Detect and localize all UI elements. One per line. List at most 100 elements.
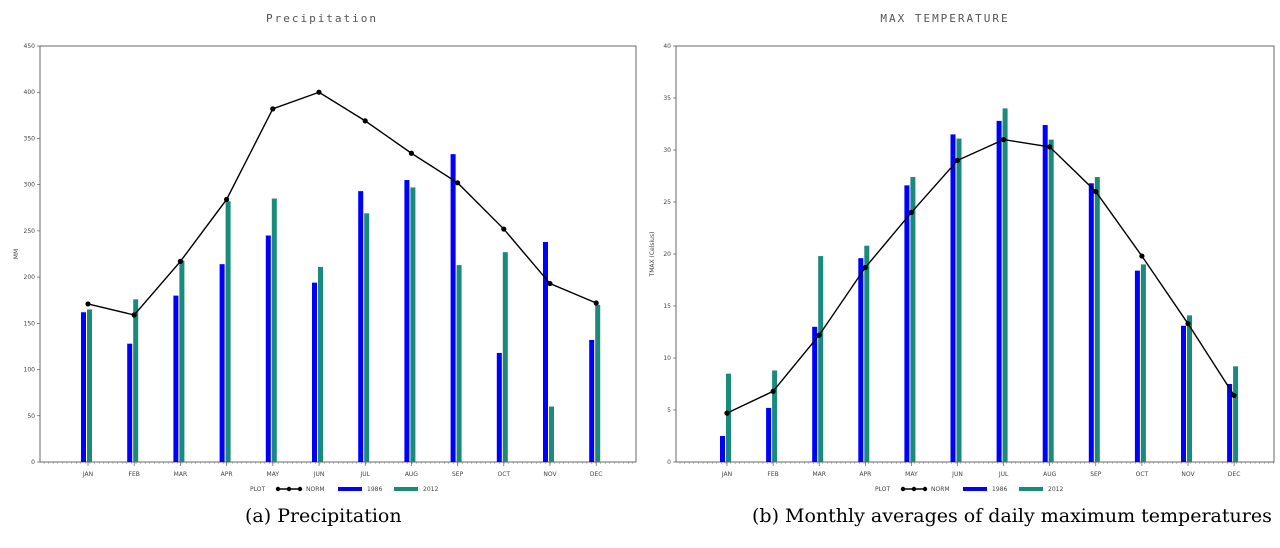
bar-1986 xyxy=(904,185,910,463)
norm-point xyxy=(131,312,137,318)
norm-point xyxy=(1139,253,1145,259)
chart-title: Precipitation xyxy=(266,12,378,25)
y-tick-label: 30 xyxy=(663,147,671,154)
bar-2012 xyxy=(133,299,139,462)
bar-1986 xyxy=(450,154,456,462)
bar-2012 xyxy=(456,265,462,462)
x-tick-label: FEB xyxy=(767,471,778,478)
bar-2012 xyxy=(179,260,185,462)
x-tick-label: MAY xyxy=(905,471,918,478)
bar-1986 xyxy=(219,264,225,462)
y-tick-label: 300 xyxy=(24,182,36,189)
legend-norm-marker xyxy=(911,486,917,492)
x-tick-label: MAR xyxy=(812,471,825,478)
norm-point xyxy=(862,264,868,271)
bar-1986 xyxy=(265,235,271,462)
x-tick-label: SEP xyxy=(1090,471,1102,478)
chart-panel-max-temperature: MAX TEMPERATURE 0 5 10 15 20 25 30 35 40 TMAX (Cel… xyxy=(649,12,1275,493)
norm-point xyxy=(1185,321,1191,327)
bar-2012 xyxy=(502,252,508,462)
bar-2012 xyxy=(595,304,601,462)
bar-1986 xyxy=(1134,270,1140,462)
y-axis-label: TMAX (Celsius) xyxy=(649,232,656,278)
bar-2012 xyxy=(1233,366,1239,462)
legend-label-norm: NORM xyxy=(306,486,325,493)
legend-title: PLOT xyxy=(250,486,265,493)
y-tick-label: 450 xyxy=(24,43,36,50)
legend-norm-marker xyxy=(275,486,281,492)
bar-2012 xyxy=(772,370,778,462)
bar-2012 xyxy=(1187,315,1192,462)
norm-point xyxy=(455,180,461,186)
bar-1986 xyxy=(766,407,772,462)
norm-point xyxy=(501,226,507,232)
bar-1986 xyxy=(358,191,364,463)
bar-1986 xyxy=(950,134,956,462)
norm-point xyxy=(1047,144,1053,150)
norm-point xyxy=(1093,189,1099,195)
norm-point xyxy=(270,106,276,112)
y-tick-label: 350 xyxy=(24,135,36,142)
caption-a: (a) Precipitation xyxy=(245,505,402,527)
x-tick-label: NOV xyxy=(543,471,557,478)
norm-point xyxy=(224,196,230,203)
legend-label-1986: 1986 xyxy=(992,486,1007,493)
norm-line xyxy=(87,91,597,316)
x-tick-label: AUG xyxy=(405,471,418,478)
bar-1986 xyxy=(173,295,179,462)
x-tick-label: FEB xyxy=(129,471,140,478)
norm-point xyxy=(908,209,915,215)
y-tick-label: 0 xyxy=(31,459,35,466)
y-axis-label: MM xyxy=(13,249,20,259)
norm-point xyxy=(770,388,776,394)
bar-2012 xyxy=(726,373,731,462)
legend-label-2012: 2012 xyxy=(1048,486,1063,493)
bar-2012 xyxy=(1140,264,1146,462)
caption-b: (b) Monthly averages of daily maximum te… xyxy=(752,505,1272,527)
x-tick-label: APR xyxy=(859,471,871,478)
legend-swatch-2012 xyxy=(394,487,418,491)
bar-2012 xyxy=(1002,108,1008,463)
bar-1986 xyxy=(81,312,86,462)
bar-1986 xyxy=(312,282,317,462)
bar-2012 xyxy=(271,198,277,463)
bar-2012 xyxy=(1048,139,1054,462)
legend-label-norm: NORM xyxy=(931,486,950,493)
y-tick-label: 200 xyxy=(24,274,36,281)
bar-2012 xyxy=(818,256,824,462)
bar-2012 xyxy=(910,177,916,463)
norm-point xyxy=(408,150,414,156)
x-tick-label: APR xyxy=(221,471,233,478)
chart-title: MAX TEMPERATURE xyxy=(880,12,1009,25)
x-tick-label: SEP xyxy=(452,471,464,478)
y-tick-label: 250 xyxy=(24,228,36,235)
y-tick-label: 50 xyxy=(27,413,35,420)
bar-1986 xyxy=(1181,325,1186,462)
norm-point xyxy=(1231,392,1237,399)
norm-point xyxy=(85,301,91,307)
bar-1986 xyxy=(543,241,548,462)
bar-2012 xyxy=(1094,177,1100,463)
norm-point xyxy=(1001,137,1007,143)
bar-2012 xyxy=(318,266,323,462)
legend-norm-marker xyxy=(900,486,906,492)
bar-1986 xyxy=(812,326,818,462)
x-tick-label: AUG xyxy=(1043,471,1056,478)
x-tick-label: OCT xyxy=(498,471,511,478)
x-tick-label: MAY xyxy=(267,471,280,478)
bar-1986 xyxy=(589,339,595,462)
bar-2012 xyxy=(87,309,92,462)
norm-point xyxy=(316,89,322,95)
bar-1986 xyxy=(496,352,502,462)
legend-norm-marker xyxy=(922,486,928,492)
bar-1986 xyxy=(404,180,410,463)
bar-1986 xyxy=(858,258,864,462)
x-tick-label: DEC xyxy=(1228,471,1241,478)
x-tick-label: JAN xyxy=(82,471,93,478)
bar-1986 xyxy=(127,343,133,462)
norm-point xyxy=(177,258,183,264)
legend-norm-marker xyxy=(286,486,292,492)
legend-swatch-1986 xyxy=(963,487,987,491)
legend-swatch-2012 xyxy=(1019,487,1043,491)
bar-2012 xyxy=(410,187,416,462)
